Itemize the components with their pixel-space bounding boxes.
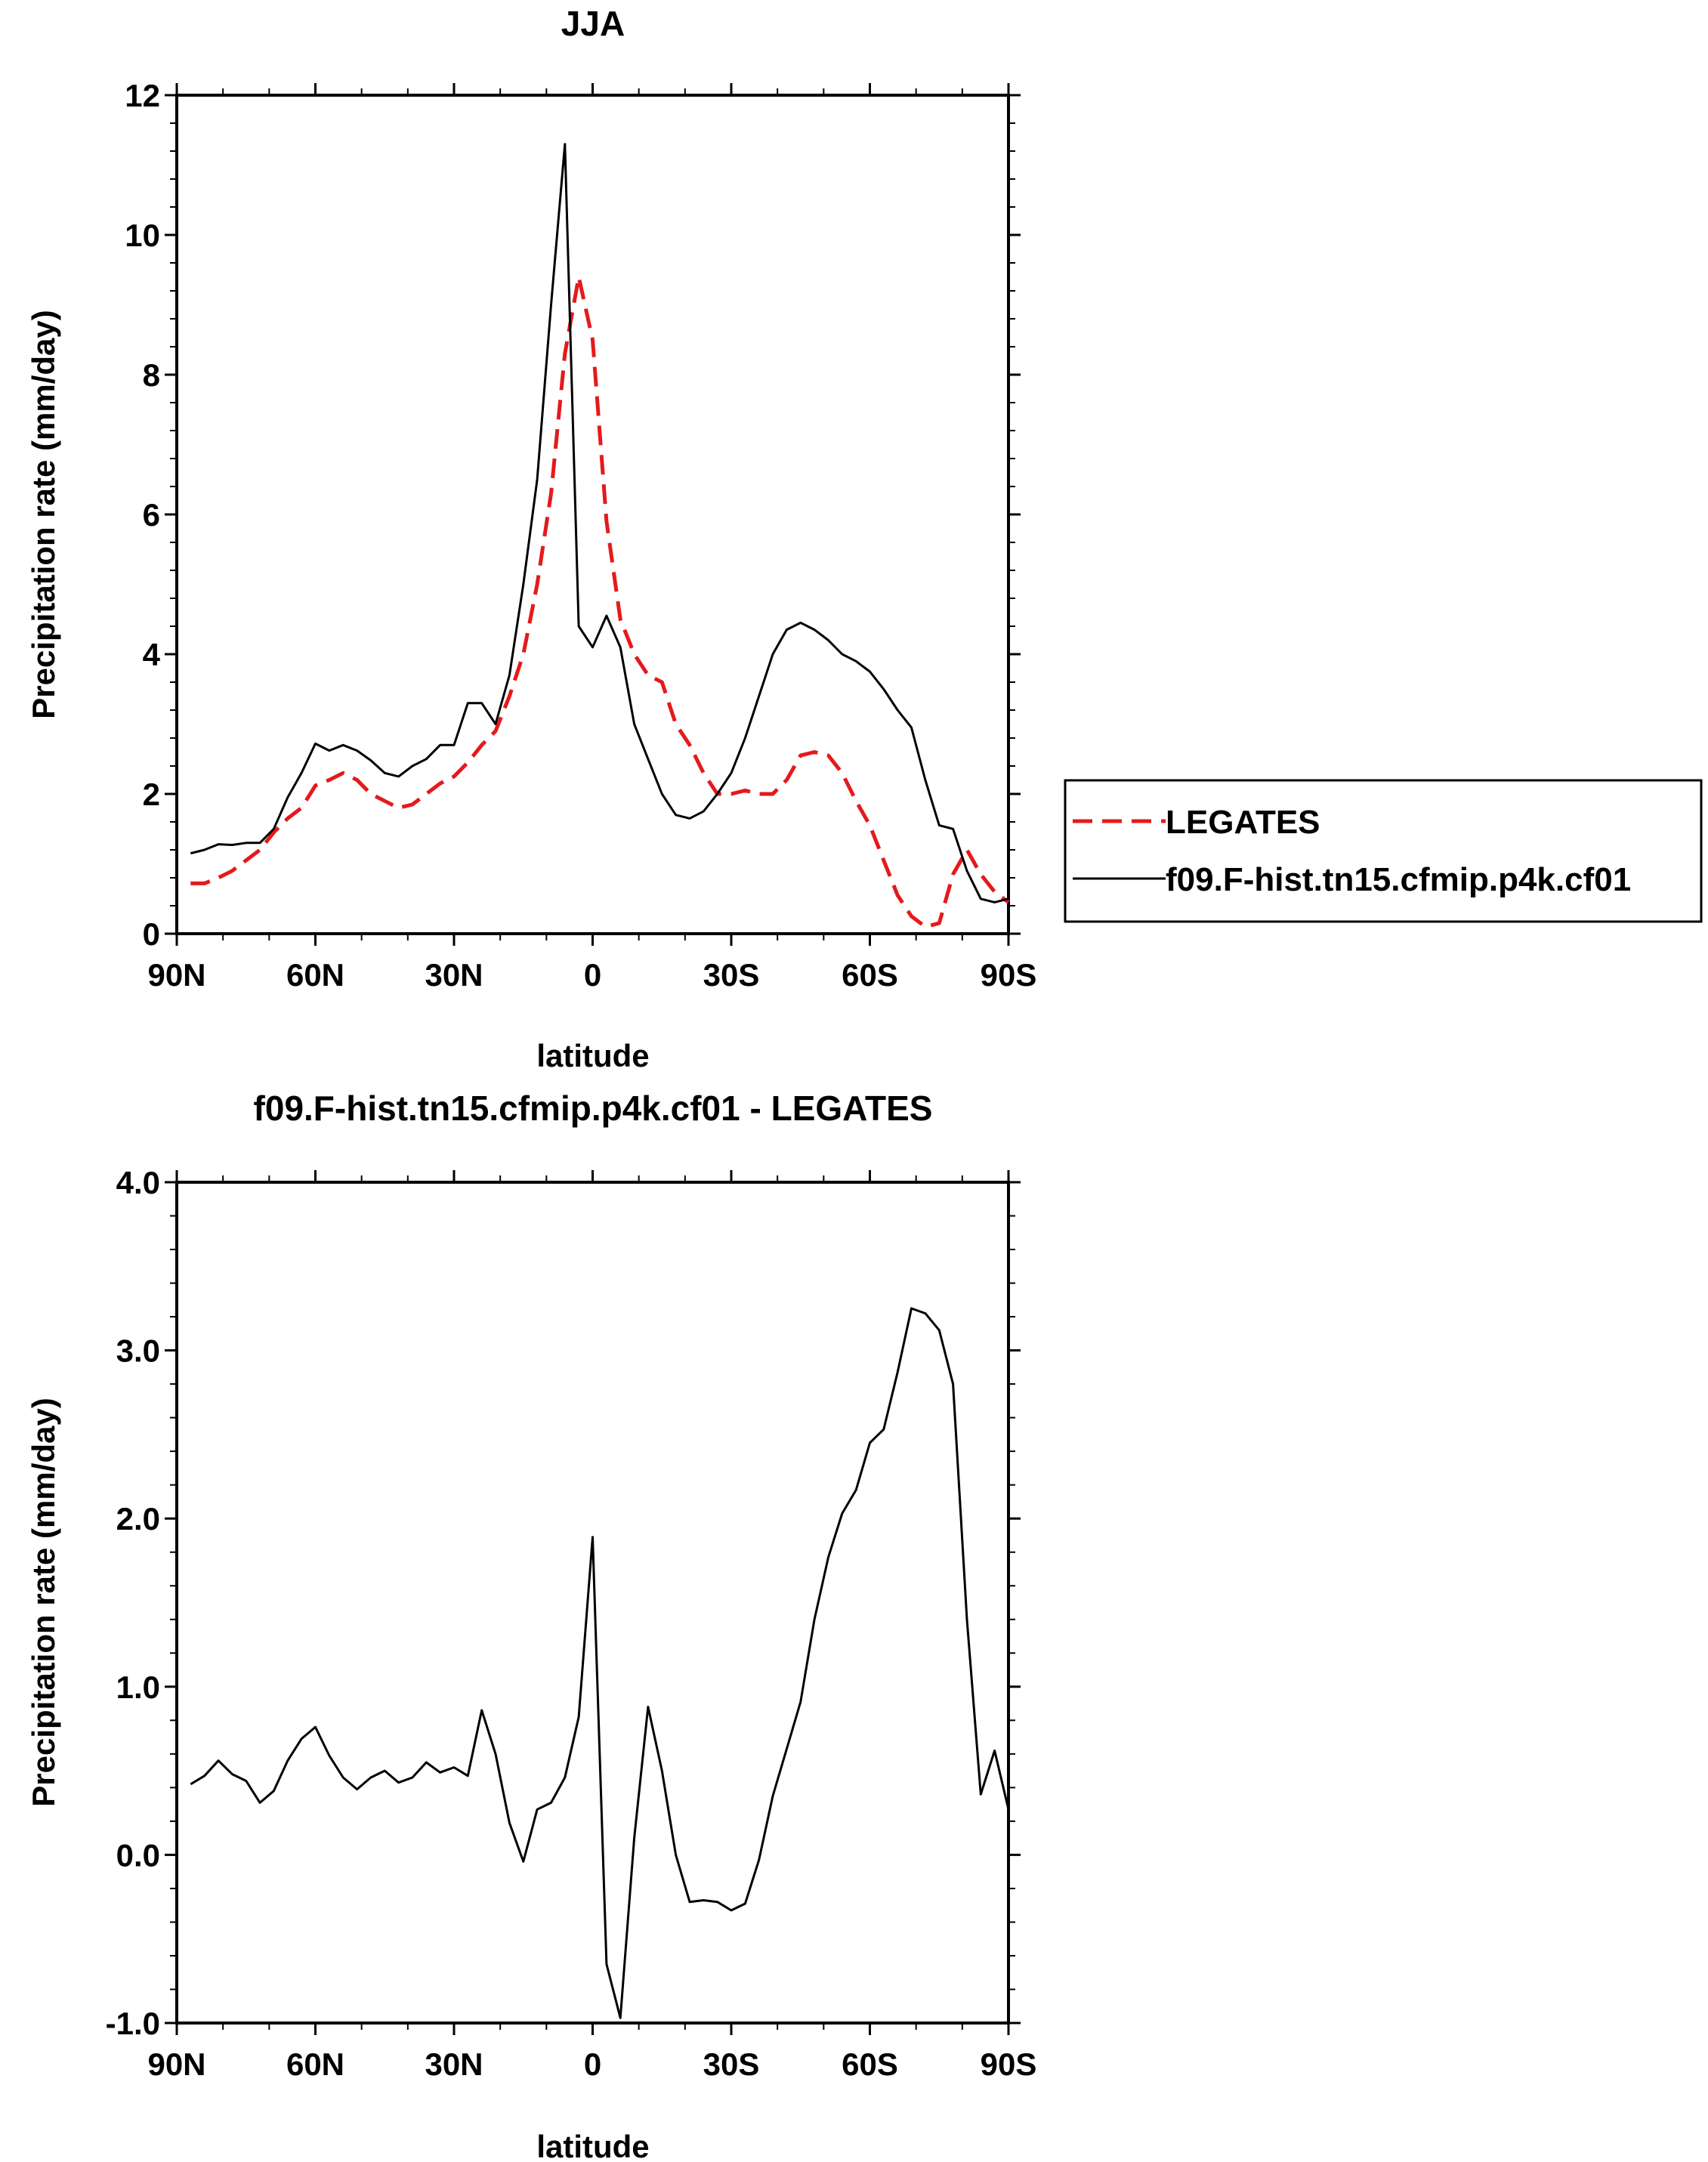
- bottom-x-tick-labels: 90N 60N 30N 0 30S 60S 90S: [147, 2046, 1036, 2082]
- bottom-y-tick-label: -1.0: [106, 2006, 160, 2041]
- top-x-tick-label: 30S: [703, 957, 760, 993]
- top-x-tick-label: 30N: [425, 957, 483, 993]
- top-y-tick-labels: 0 2 4 6 8 10 12: [125, 78, 160, 952]
- bottom-y-axis-label: Precipitation rate (mm/day): [26, 1398, 61, 1806]
- top-x-tick-label: 60S: [842, 957, 898, 993]
- top-chart: JJA 0 2 4 6 8 10 12 90N 60N 30N 0 30S 60S 90S latitu…: [26, 4, 1703, 1073]
- bottom-y-tick-label: 2.0: [116, 1501, 160, 1537]
- bottom-y-tick-label: 3.0: [116, 1333, 160, 1369]
- bottom-chart: f09.F-hist.tn15.cfmip.p4k.cf01 - LEGATES…: [26, 1089, 1036, 2162]
- legend-box: [1064, 779, 1703, 923]
- top-x-tick-label: 90N: [147, 957, 205, 993]
- top-y-tick-label: 6: [143, 497, 160, 533]
- bottom-y-tick-label: 0.0: [116, 1837, 160, 1873]
- top-y-tick-label: 2: [143, 777, 160, 812]
- bottom-series-lines: [190, 1307, 1010, 2019]
- top-y-axis-label: Precipitation rate (mm/day): [26, 310, 61, 718]
- top-y-tick-label: 0: [143, 916, 160, 952]
- bottom-x-tick-label: 0: [584, 2046, 601, 2082]
- legend-label-legates: LEGATES: [1166, 804, 1320, 841]
- top-series-lines: [190, 143, 1010, 929]
- bottom-x-tick-label: 30S: [703, 2046, 760, 2082]
- bottom-x-tick-label: 60N: [286, 2046, 344, 2082]
- bottom-x-tick-label: 30N: [425, 2046, 483, 2082]
- top-y-tick-label: 12: [125, 78, 160, 113]
- top-tick-marks: [165, 83, 1021, 946]
- bottom-tick-marks: [165, 1170, 1021, 2035]
- top-series-line-1: [190, 143, 1009, 903]
- top-series-line-0: [190, 275, 1010, 929]
- top-chart-title: JJA: [561, 4, 625, 43]
- bottom-y-tick-labels: -1.0 0.0 1.0 2.0 3.0 4.0: [106, 1165, 160, 2041]
- top-y-tick-label: 4: [143, 637, 161, 672]
- bottom-x-tick-label: 60S: [842, 2046, 898, 2082]
- legend-label-model: f09.F-hist.tn15.cfmip.p4k.cf01: [1166, 861, 1631, 898]
- top-y-tick-label: 10: [125, 218, 160, 253]
- bottom-x-tick-label: 90S: [981, 2046, 1037, 2082]
- top-y-tick-label: 8: [143, 357, 160, 393]
- top-x-tick-labels: 90N 60N 30N 0 30S 60S 90S: [147, 957, 1036, 993]
- legend: LEGATES f09.F-hist.tn15.cfmip.p4k.cf01: [1064, 779, 1703, 923]
- top-x-tick-label: 90S: [981, 957, 1037, 993]
- top-x-tick-label: 60N: [286, 957, 344, 993]
- bottom-x-axis-label: latitude: [536, 2129, 649, 2162]
- bottom-y-tick-label: 4.0: [116, 1165, 160, 1200]
- bottom-y-tick-label: 1.0: [116, 1669, 160, 1705]
- top-x-tick-label: 0: [584, 957, 601, 993]
- bottom-x-tick-label: 90N: [147, 2046, 205, 2082]
- bottom-chart-title: f09.F-hist.tn15.cfmip.p4k.cf01 - LEGATES: [254, 1089, 933, 1128]
- top-x-axis-label: latitude: [536, 1038, 649, 1073]
- bottom-series-line-0: [190, 1307, 1010, 2019]
